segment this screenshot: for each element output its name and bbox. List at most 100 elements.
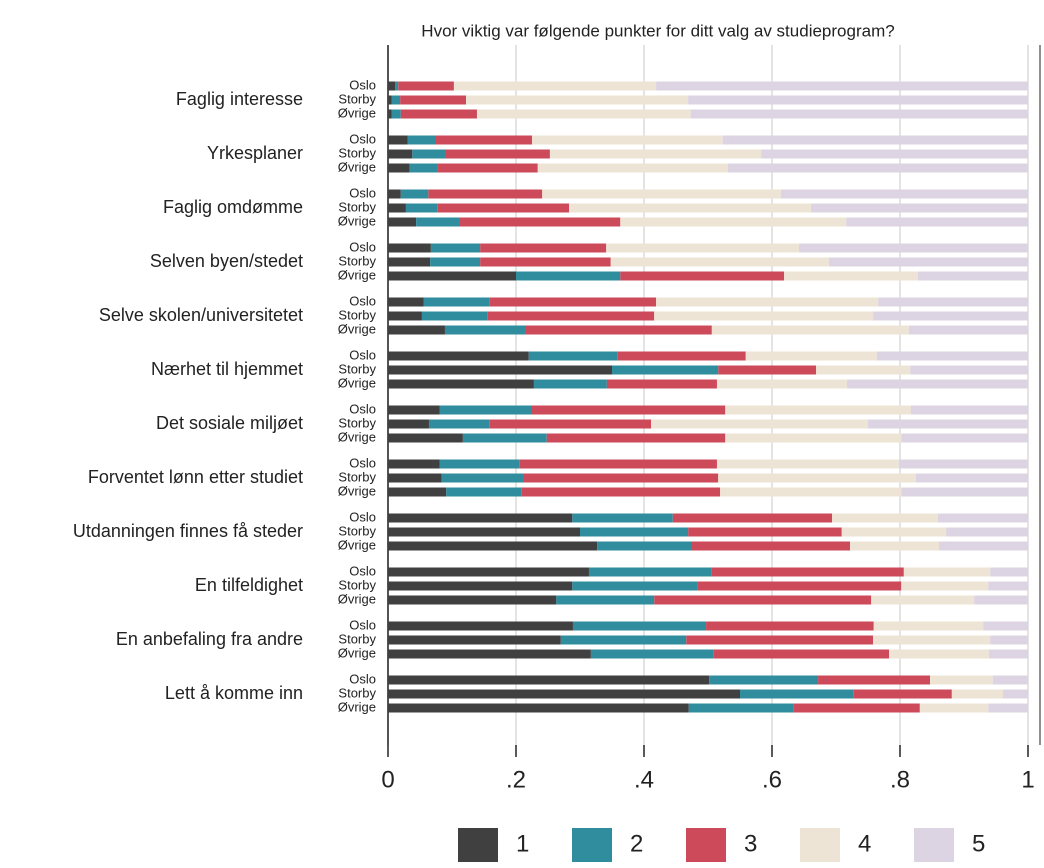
bar-segment: [556, 595, 655, 605]
bar-segment: [597, 541, 692, 551]
bar-segment: [992, 675, 1028, 685]
bar-segment: [818, 675, 931, 685]
subgroup-label: Storby: [338, 415, 376, 430]
bar-segment: [388, 513, 573, 523]
bar-segment: [910, 365, 1028, 375]
bar-segment: [878, 297, 1028, 307]
bar-segment: [388, 703, 689, 713]
bar-segment: [974, 595, 1028, 605]
bar-segment: [388, 649, 591, 659]
category-label: Forventet lønn etter studiet: [88, 467, 303, 487]
subgroup-label: Oslo: [349, 77, 376, 92]
bar-segment: [871, 595, 975, 605]
bar-segment: [391, 109, 401, 119]
bar-segment: [388, 109, 392, 119]
bar-segment: [841, 527, 947, 537]
bar-segment: [572, 621, 707, 631]
bar-segment: [388, 621, 573, 631]
bar-segment: [832, 513, 938, 523]
bar-segment: [388, 459, 440, 469]
bar-segment: [459, 217, 621, 227]
subgroup-label: Storby: [338, 307, 376, 322]
bar-segment: [524, 325, 712, 335]
bar-segment: [610, 257, 829, 267]
bar-segment: [421, 311, 488, 321]
legend-swatch: [800, 828, 840, 862]
bar-segment: [951, 689, 1004, 699]
bar-segment: [1003, 689, 1028, 699]
x-tick-label: .4: [634, 766, 654, 793]
subgroup-label: Øvrige: [338, 429, 376, 444]
bar-segment: [388, 257, 431, 267]
subgroup-label: Øvrige: [338, 375, 376, 390]
bar-segment: [988, 703, 1028, 713]
bar-segment: [388, 595, 557, 605]
bar-segment: [532, 405, 726, 415]
bar-segment: [388, 243, 431, 253]
bar-segment: [711, 325, 909, 335]
bar-segment: [692, 541, 851, 551]
bar-segment: [672, 513, 833, 523]
bar-segment: [930, 675, 993, 685]
bar-segment: [853, 689, 952, 699]
bar-segment: [784, 271, 918, 281]
category-label: Lett å komme inn: [165, 683, 303, 703]
bar-segment: [846, 379, 1028, 389]
legend-label: 5: [972, 830, 985, 857]
bar-segment: [430, 257, 481, 267]
legend-swatch: [914, 828, 954, 862]
subgroup-label: Storby: [338, 253, 376, 268]
bar-segment: [428, 189, 543, 199]
bar-segment: [428, 419, 490, 429]
bar-segment: [388, 95, 392, 105]
bar-segment: [828, 257, 1028, 267]
bar-segment: [444, 325, 525, 335]
category-label: En tilfeldighet: [195, 575, 303, 595]
bar-segment: [391, 95, 401, 105]
bar-segment: [901, 433, 1028, 443]
bar-segment: [439, 459, 520, 469]
bar-segment: [919, 703, 989, 713]
legend-label: 1: [516, 830, 529, 857]
bar-segment: [745, 351, 877, 361]
subgroup-label: Oslo: [349, 185, 376, 200]
bar-segment: [405, 203, 438, 213]
bar-segment: [939, 541, 1028, 551]
bar-segment: [740, 689, 854, 699]
bar-segment: [388, 379, 534, 389]
bar-segment: [388, 689, 740, 699]
chart-title: Hvor viktig var følgende punkter for dit…: [421, 21, 894, 40]
bar-segment: [388, 203, 406, 213]
legend-swatch: [686, 828, 726, 862]
bar-segment: [466, 95, 689, 105]
bar-segment: [537, 163, 728, 173]
bar-segment: [480, 257, 611, 267]
bar-segment: [846, 217, 1028, 227]
bar-segment: [400, 109, 477, 119]
subgroup-label: Øvrige: [338, 213, 376, 228]
subgroup-label: Storby: [338, 199, 376, 214]
legend-swatch: [572, 828, 612, 862]
bar-segment: [439, 405, 532, 415]
subgroup-label: Oslo: [349, 563, 376, 578]
legend-label: 2: [630, 830, 643, 857]
category-label: Nærhet til hjemmet: [151, 359, 303, 379]
x-tick-label: .8: [890, 766, 910, 793]
bar-segment: [590, 649, 714, 659]
bar-segment: [388, 297, 424, 307]
subgroup-label: Oslo: [349, 347, 376, 362]
bar-segment: [453, 81, 657, 91]
bar-segment: [528, 351, 618, 361]
bar-segment: [388, 135, 408, 145]
bar-segment: [437, 163, 538, 173]
bar-segment: [388, 487, 447, 497]
bar-segment: [983, 621, 1028, 631]
subgroup-label: Storby: [338, 685, 376, 700]
bar-segment: [798, 243, 1028, 253]
bar-segment: [388, 365, 612, 375]
subgroup-label: Oslo: [349, 401, 376, 416]
category-label: Det sosiale miljøet: [156, 413, 303, 433]
bar-segment: [489, 419, 652, 429]
bar-segment: [437, 203, 570, 213]
